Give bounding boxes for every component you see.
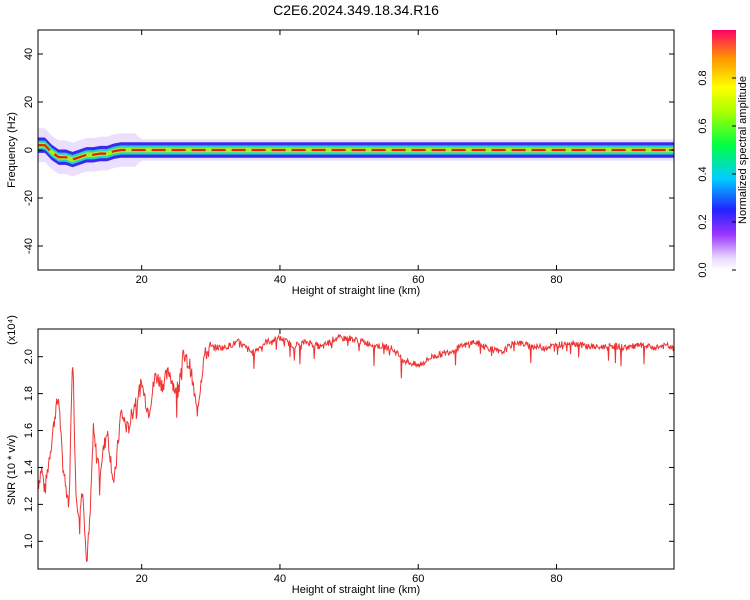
spectral-ridge (38, 128, 674, 177)
snr-y-tick-label: 1.2 (23, 497, 35, 512)
spectrogram-y-tick-label: 20 (23, 96, 35, 108)
spectrogram-x-ticks: 20 40 60 80 (136, 30, 563, 286)
colorbar-tick-label: 0.8 (697, 70, 709, 85)
spectrogram-x-tick-label: 60 (412, 274, 424, 286)
spectral-ridge-peak (38, 144, 674, 161)
snr-line (38, 333, 674, 563)
spectrogram-panel: 20 40 60 80 -40 -20 0 20 40 Height of straight … (6, 29, 675, 297)
spectrogram-x-tick-label: 40 (274, 274, 286, 286)
snr-x-tick-label: 20 (136, 573, 148, 585)
snr-panel: 20 40 60 80 1.0 1.2 1.4 1.6 1.8 2.0 Height of st… (6, 315, 675, 596)
snr-y-tick-label: 1.6 (23, 423, 35, 438)
colorbar-ticks: 0.0 0.2 0.4 0.6 0.8 (697, 70, 736, 278)
snr-y-tick-label: 1.8 (23, 386, 35, 401)
spectrogram-y-tick-label: 0 (23, 147, 35, 153)
colorbar-label: Normalized spectral amplitude (737, 76, 749, 224)
snr-x-tick-label: 80 (550, 573, 562, 585)
snr-x-axis-label: Height of straight line (km) (292, 584, 420, 596)
spectrogram-y-axis-label: Frequency (Hz) (6, 112, 18, 188)
colorbar-tick-label: 0.2 (697, 214, 709, 229)
spectrogram-y-tick-label: -40 (23, 238, 35, 254)
colorbar: 0.0 0.2 0.4 0.6 0.8 Normalized spectral ampl… (697, 30, 749, 278)
spectrogram-x-axis-label: Height of straight line (km) (292, 285, 420, 297)
snr-y-multiplier: (x10⁴) (6, 315, 18, 345)
snr-y-tick-label: 2.0 (23, 349, 35, 364)
spectrogram-y-ticks: -40 -20 0 20 40 (23, 48, 674, 254)
snr-y-ticks: 1.0 1.2 1.4 1.6 1.8 2.0 (23, 349, 674, 549)
spectrogram-y-tick-label: 40 (23, 48, 35, 60)
spectrogram-x-tick-label: 20 (136, 274, 148, 286)
snr-y-tick-label: 1.0 (23, 534, 35, 549)
snr-x-tick-label: 40 (274, 573, 286, 585)
snr-y-tick-label: 1.4 (23, 460, 35, 475)
snr-frame (37, 328, 675, 570)
snr-x-ticks: 20 40 60 80 (136, 329, 563, 585)
colorbar-tick-label: 0.4 (697, 166, 709, 181)
snr-y-axis-label: SNR (10 * v/v) (6, 435, 18, 505)
spectrogram-x-tick-label: 80 (550, 274, 562, 286)
colorbar-tick-label: 0.6 (697, 118, 709, 133)
snr-x-tick-label: 60 (412, 573, 424, 585)
colorbar-scale (712, 30, 736, 270)
chart-title: C2E6.2024.349.18.34.R16 (273, 2, 439, 18)
spectral-band-inner (38, 142, 674, 162)
colorbar-tick-label: 0.0 (697, 262, 709, 277)
spectrogram-y-tick-label: -20 (23, 190, 35, 206)
snr-series (38, 333, 674, 563)
